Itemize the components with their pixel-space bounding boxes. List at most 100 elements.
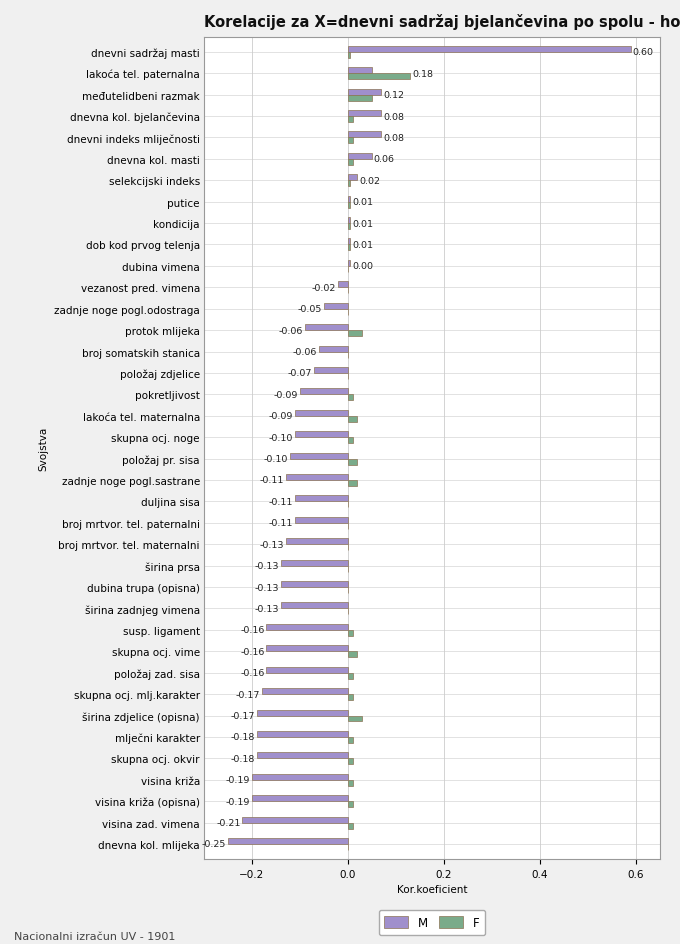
Text: -0.17: -0.17 xyxy=(231,711,255,720)
Bar xyxy=(295,517,348,523)
Y-axis label: Svojstva: Svojstva xyxy=(39,427,48,470)
Text: -0.10: -0.10 xyxy=(264,455,288,464)
Bar xyxy=(348,780,353,786)
Text: -0.11: -0.11 xyxy=(259,476,284,485)
Text: -0.17: -0.17 xyxy=(235,690,260,699)
Bar xyxy=(348,68,372,75)
Text: -0.07: -0.07 xyxy=(288,369,312,378)
Bar xyxy=(348,695,353,700)
Bar xyxy=(267,667,348,673)
Bar xyxy=(348,239,350,245)
Text: Korelacije za X=dnevni sadržaj bjelančevina po spolu - hol: Korelacije za X=dnevni sadržaj bjelančev… xyxy=(204,13,680,29)
Bar xyxy=(257,732,348,737)
Text: Nacionalni izračun UV - 1901: Nacionalni izračun UV - 1901 xyxy=(14,932,175,941)
Bar xyxy=(267,646,348,651)
Bar xyxy=(348,154,372,160)
Text: -0.09: -0.09 xyxy=(269,412,293,421)
Bar xyxy=(348,631,353,636)
Bar xyxy=(290,453,348,459)
Text: -0.19: -0.19 xyxy=(226,775,250,784)
Bar xyxy=(252,795,348,801)
Text: 0.12: 0.12 xyxy=(384,91,405,100)
Bar xyxy=(348,53,350,59)
Bar xyxy=(348,47,631,53)
Bar xyxy=(348,716,362,722)
Text: -0.10: -0.10 xyxy=(269,433,293,442)
Text: -0.09: -0.09 xyxy=(273,391,298,399)
Bar xyxy=(257,710,348,716)
Bar xyxy=(314,367,348,374)
Bar xyxy=(252,774,348,780)
Bar xyxy=(348,416,358,422)
Text: 0.01: 0.01 xyxy=(352,219,373,228)
Text: 0.08: 0.08 xyxy=(384,134,405,143)
Text: 0.01: 0.01 xyxy=(352,241,373,250)
Bar xyxy=(348,110,381,117)
Text: 0.02: 0.02 xyxy=(360,177,380,186)
Bar xyxy=(242,817,348,822)
Text: -0.16: -0.16 xyxy=(240,626,265,634)
Bar xyxy=(348,759,353,765)
Bar xyxy=(281,603,348,609)
Bar xyxy=(348,196,350,202)
Text: -0.06: -0.06 xyxy=(293,347,317,357)
Bar xyxy=(348,175,358,181)
Text: -0.16: -0.16 xyxy=(240,647,265,656)
Bar xyxy=(348,181,350,187)
X-axis label: Kor.koeficient: Kor.koeficient xyxy=(396,885,467,894)
Bar xyxy=(348,117,353,123)
Bar xyxy=(348,75,410,80)
Bar xyxy=(348,438,353,444)
Legend: M, F: M, F xyxy=(379,910,485,935)
Text: -0.02: -0.02 xyxy=(312,283,337,293)
Text: -0.13: -0.13 xyxy=(254,562,279,570)
Text: -0.13: -0.13 xyxy=(254,604,279,614)
Text: 0.00: 0.00 xyxy=(352,262,373,271)
Text: -0.05: -0.05 xyxy=(298,305,322,313)
Bar xyxy=(257,752,348,759)
Bar xyxy=(348,395,353,401)
Bar xyxy=(286,475,348,480)
Bar xyxy=(348,673,353,679)
Text: 0.18: 0.18 xyxy=(412,70,433,78)
Bar xyxy=(305,325,348,330)
Bar xyxy=(348,801,353,807)
Bar xyxy=(348,822,353,829)
Text: -0.13: -0.13 xyxy=(259,540,284,549)
Bar xyxy=(348,224,350,229)
Bar xyxy=(348,202,350,209)
Bar xyxy=(295,411,348,416)
Bar xyxy=(267,624,348,631)
Text: -0.21: -0.21 xyxy=(216,818,241,827)
Text: -0.11: -0.11 xyxy=(269,497,293,506)
Bar xyxy=(324,303,348,310)
Bar xyxy=(228,838,348,844)
Text: 0.60: 0.60 xyxy=(633,48,653,58)
Bar xyxy=(295,431,348,438)
Bar xyxy=(348,330,362,337)
Bar xyxy=(262,688,348,695)
Bar xyxy=(338,282,348,288)
Bar xyxy=(295,496,348,502)
Text: -0.19: -0.19 xyxy=(226,797,250,806)
Text: -0.16: -0.16 xyxy=(240,668,265,678)
Text: -0.11: -0.11 xyxy=(269,519,293,528)
Text: -0.18: -0.18 xyxy=(231,733,255,742)
Text: -0.18: -0.18 xyxy=(231,754,255,763)
Bar xyxy=(281,560,348,566)
Bar xyxy=(348,480,358,486)
Bar xyxy=(348,160,353,165)
Bar xyxy=(348,459,358,465)
Bar xyxy=(348,132,381,138)
Bar xyxy=(348,138,353,144)
Bar xyxy=(319,346,348,352)
Bar xyxy=(348,245,350,251)
Bar xyxy=(348,261,350,266)
Bar xyxy=(348,95,372,102)
Bar xyxy=(348,90,381,95)
Bar xyxy=(348,737,353,743)
Bar xyxy=(286,539,348,545)
Bar xyxy=(348,218,350,224)
Text: -0.06: -0.06 xyxy=(278,327,303,335)
Bar xyxy=(348,651,358,658)
